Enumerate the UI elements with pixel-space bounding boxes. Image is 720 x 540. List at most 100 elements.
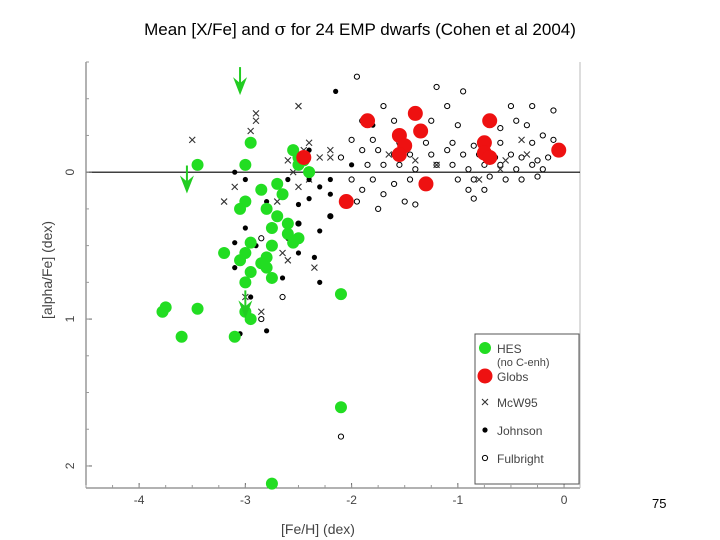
mcw95-point (316, 154, 324, 161)
y-tick-label: 1 (63, 315, 77, 322)
fulbright-point (539, 132, 546, 139)
mcw95-point (311, 264, 318, 272)
johnson-point (306, 196, 312, 202)
fulbright-point (279, 293, 286, 301)
x-axis-label: [Fe/H] (dex) (281, 521, 355, 537)
fulbright-point (470, 142, 477, 149)
hes-point (244, 236, 257, 249)
fulbright-point (507, 151, 515, 158)
fulbright-point (497, 139, 504, 146)
hes-point (255, 257, 268, 270)
mcw95-point (188, 136, 196, 144)
hes-point (191, 158, 204, 171)
mcw95-point (273, 198, 281, 205)
fulbright-point (449, 161, 456, 168)
fulbright-point (534, 173, 541, 180)
johnson-point (295, 220, 302, 227)
axis-ticks: -4 -3 -2 -1 0 0 1 2 (63, 61, 568, 507)
slide-title: Mean [X/Fe] and σ for 24 EMP dwarfs (Coh… (0, 20, 720, 40)
fulbright-point (545, 154, 552, 161)
globs-point (338, 194, 354, 210)
globs-point (360, 113, 376, 129)
fulbright-point (353, 73, 361, 80)
mcw95-point (279, 249, 286, 257)
mcw95-point (502, 157, 510, 164)
johnson-point (311, 254, 318, 260)
hes-point (239, 158, 252, 171)
hes-point (271, 177, 284, 190)
fulbright-point (523, 122, 530, 129)
y-axis-label: [alpha/Fe] (dex) (39, 221, 55, 319)
mcw95-point (252, 110, 260, 117)
mcw95-point (220, 198, 228, 205)
fulbright-point (359, 147, 366, 154)
fulbright-point (390, 180, 398, 188)
hes-point (276, 188, 289, 201)
johnson-point (317, 279, 323, 285)
hes-point (303, 166, 316, 179)
fulbright-point (422, 139, 430, 146)
globs-point (418, 176, 434, 192)
fulbright-point (396, 161, 403, 168)
hes-point (244, 313, 257, 326)
x-tick-label: 0 (561, 493, 568, 507)
hes-point (281, 217, 294, 230)
fulbright-point (550, 107, 557, 114)
johnson-point (242, 176, 248, 183)
fulbright-point (369, 176, 376, 183)
mcw95-point (385, 151, 393, 158)
mcw95-point (295, 102, 302, 110)
globs-point (413, 123, 429, 139)
fulbright-point (444, 147, 451, 154)
johnson-point (232, 265, 238, 271)
johnson-point (242, 225, 248, 231)
hes-point (191, 302, 204, 315)
x-tick-label: -4 (134, 493, 145, 507)
series-johnson (232, 88, 376, 337)
fulbright-point (550, 136, 557, 143)
fulbright-point (460, 151, 467, 158)
legend-entry-hes: HES(no C-enh) (479, 342, 550, 369)
fulbright-point (390, 117, 398, 124)
legend-label-fulbright: Fulbright (497, 452, 544, 466)
hes-point (234, 202, 247, 215)
limit-arrow (238, 290, 253, 319)
hes-point (281, 227, 294, 240)
mcw95-point (326, 154, 334, 161)
fulbright-point (502, 176, 509, 183)
globs-point (482, 113, 498, 129)
arrow-head (233, 77, 248, 96)
johnson-point (348, 162, 355, 168)
mcw95-point (433, 161, 440, 169)
fulbright-point (258, 235, 265, 242)
fulbright-point (497, 161, 504, 168)
johnson-point (333, 88, 339, 94)
hes-point (292, 232, 305, 245)
slide-title-prefix: Mean [X/Fe] and (144, 20, 275, 39)
hes-point (244, 136, 257, 149)
hes-point (334, 401, 347, 414)
x-tick-label: -2 (346, 493, 357, 507)
hes-point (228, 330, 241, 343)
fulbright-point (348, 176, 355, 183)
globs-point (551, 142, 567, 158)
fulbright-point (369, 136, 376, 143)
limit-arrow (179, 165, 194, 194)
johnson-point (327, 176, 333, 183)
fulbright-point (337, 154, 345, 161)
johnson-point (295, 201, 302, 208)
hes-point (260, 202, 273, 215)
hes-point (218, 246, 231, 259)
legend-entry-globs: Globs (477, 368, 528, 384)
hes-point (255, 183, 268, 196)
fulbright-point (337, 433, 345, 440)
hes-point (287, 144, 300, 157)
fulbright-point (513, 117, 520, 124)
slide-title-suffix: for 24 EMP dwarfs (Cohen et al 2004) (286, 20, 576, 39)
arrow-head (238, 300, 253, 319)
series-globs (296, 105, 567, 210)
legend-marker-globs (477, 368, 493, 384)
fulbright-point (513, 166, 520, 173)
johnson-point (295, 250, 302, 256)
fulbright-point (518, 176, 525, 183)
